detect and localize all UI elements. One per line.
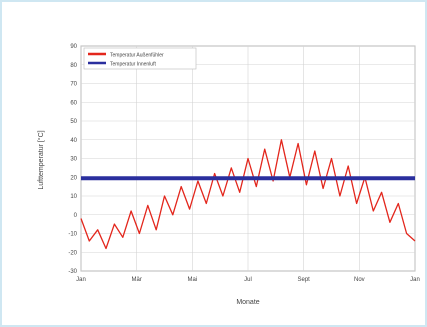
x-tick-label: Jan xyxy=(76,277,86,283)
x-tick-label: Mär xyxy=(131,277,141,283)
temperature-chart: 90 80 70 60 50 40 30 20 10 0 -10 -20 -30 Jan Mär Mai Ju… xyxy=(37,44,420,306)
x-tick-label: Jan xyxy=(410,277,420,283)
y-tick-label: 80 xyxy=(70,63,77,69)
legend: Temperatur Außenfühler Temperatur Innenl… xyxy=(83,47,197,70)
y-tick-label: 50 xyxy=(70,119,77,125)
y-tick-label: -10 xyxy=(68,232,77,238)
y-axis-label: Lufttemperatur [°C] xyxy=(37,130,45,189)
legend-label-indoor: Temperatur Innenluft xyxy=(110,62,156,68)
x-axis-label: Monate xyxy=(236,299,259,306)
y-tick-label: 90 xyxy=(70,44,77,50)
y-tick-label: 60 xyxy=(70,100,77,106)
y-tick-label: 30 xyxy=(70,157,77,163)
legend-box xyxy=(83,47,197,70)
x-tick-label: Sept xyxy=(297,277,310,283)
grid xyxy=(80,45,416,272)
y-tick-label: 20 xyxy=(70,175,77,181)
x-tick-label: Jul xyxy=(244,277,252,283)
y-axis-ticks: 90 80 70 60 50 40 30 20 10 0 -10 -20 -30 xyxy=(68,44,77,275)
x-axis-ticks: Jan Mär Mai Jul Sept Nov Jan xyxy=(76,277,420,283)
series-group xyxy=(80,139,416,250)
y-tick-label: 40 xyxy=(70,138,77,144)
y-tick-label: 70 xyxy=(70,82,77,88)
y-tick-label: -20 xyxy=(68,250,77,256)
series-line-outdoor xyxy=(80,139,416,250)
x-tick-label: Nov xyxy=(354,277,365,283)
y-tick-label: 10 xyxy=(70,194,77,200)
y-tick-label: -30 xyxy=(68,269,77,275)
x-tick-label: Mai xyxy=(187,277,197,283)
y-tick-label: 0 xyxy=(74,213,78,219)
legend-label-outdoor: Temperatur Außenfühler xyxy=(110,53,164,59)
